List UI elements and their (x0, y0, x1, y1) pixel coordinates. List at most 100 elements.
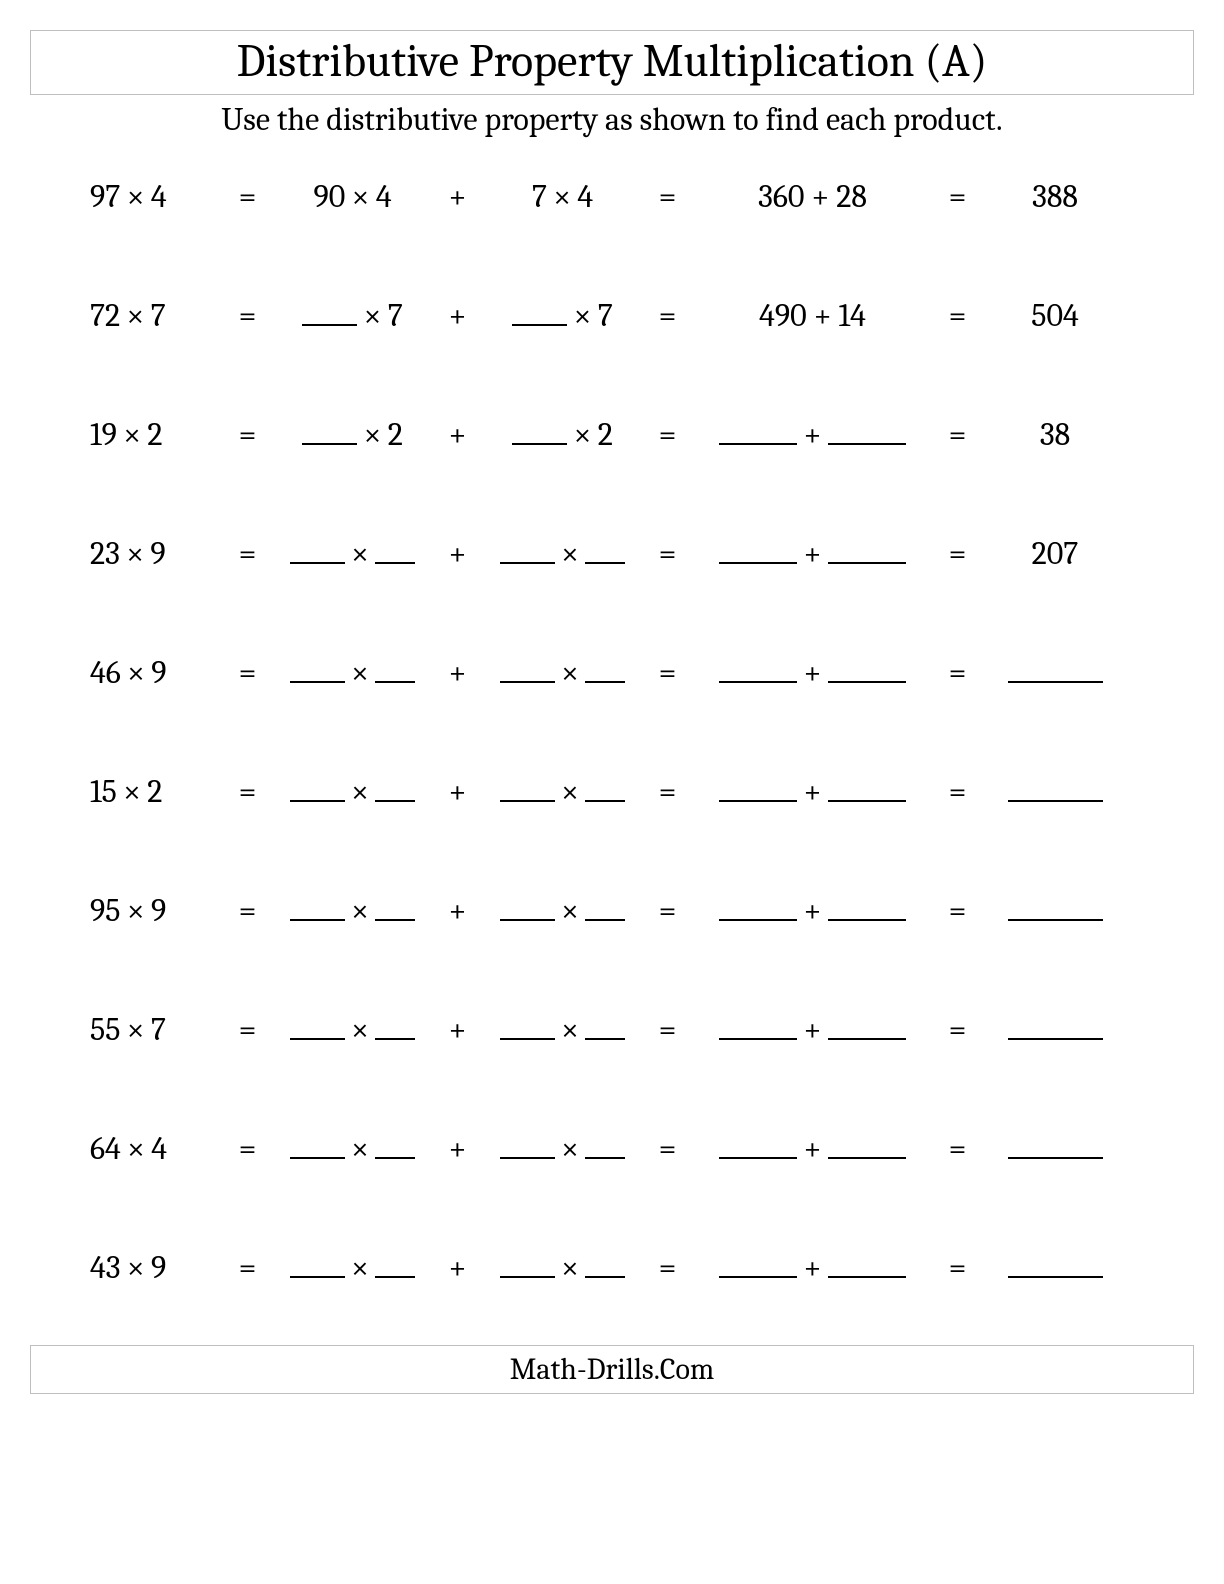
fill-blank[interactable] (828, 775, 906, 802)
fill-blank[interactable] (375, 1251, 415, 1278)
fill-blank[interactable] (585, 1013, 625, 1040)
tens-term: × (275, 773, 430, 810)
instruction-text: Use the distributive property as shown t… (20, 101, 1204, 138)
fill-blank[interactable] (290, 775, 345, 802)
answer: 504 (985, 297, 1125, 334)
fill-blank[interactable] (719, 656, 797, 683)
fill-blank[interactable] (828, 418, 906, 445)
equals: = (930, 1011, 985, 1048)
fill-blank[interactable] (375, 1013, 415, 1040)
fill-blank[interactable] (828, 537, 906, 564)
problem-row: 64 × 4= × + × = + = (90, 1130, 1154, 1167)
lhs: 64 × 4 (90, 1130, 220, 1167)
value: 7 (598, 297, 613, 334)
fill-blank[interactable] (290, 1132, 345, 1159)
tens-term: × 2 (275, 416, 430, 453)
partial-sum: + (695, 535, 930, 572)
fill-blank[interactable] (302, 418, 357, 445)
tens-term: × (275, 1249, 430, 1286)
fill-blank[interactable] (1008, 1132, 1103, 1159)
fill-blank[interactable] (719, 537, 797, 564)
equals: = (640, 1011, 695, 1048)
problem-row: 72 × 7= × 7+ × 7=490 + 14=504 (90, 297, 1154, 334)
fill-blank[interactable] (585, 1251, 625, 1278)
fill-blank[interactable] (719, 894, 797, 921)
equals: = (640, 773, 695, 810)
answer (985, 654, 1125, 691)
fill-blank[interactable] (828, 656, 906, 683)
value: 360 (758, 178, 804, 215)
fill-blank[interactable] (585, 894, 625, 921)
equals: = (930, 297, 985, 334)
lhs: 72 × 7 (90, 297, 220, 334)
value: 28 (836, 178, 867, 215)
fill-blank[interactable] (512, 418, 567, 445)
ones-term: × (485, 535, 640, 572)
fill-blank[interactable] (290, 1013, 345, 1040)
fill-blank[interactable] (585, 537, 625, 564)
fill-blank[interactable] (500, 656, 555, 683)
equals: = (930, 178, 985, 215)
problem-row: 46 × 9= × + × = + = (90, 654, 1154, 691)
fill-blank[interactable] (719, 418, 797, 445)
answer: 207 (985, 535, 1125, 572)
fill-blank[interactable] (375, 1132, 415, 1159)
fill-blank[interactable] (585, 775, 625, 802)
equals: = (640, 416, 695, 453)
value: 504 (1031, 297, 1079, 334)
value: 2 (598, 416, 613, 453)
fill-blank[interactable] (719, 1132, 797, 1159)
fill-blank[interactable] (1008, 656, 1103, 683)
fill-blank[interactable] (302, 299, 357, 326)
fill-blank[interactable] (375, 775, 415, 802)
ones-term: × 2 (485, 416, 640, 453)
fill-blank[interactable] (719, 1013, 797, 1040)
fill-blank[interactable] (375, 656, 415, 683)
fill-blank[interactable] (1008, 1251, 1103, 1278)
fill-blank[interactable] (500, 537, 555, 564)
fill-blank[interactable] (500, 1132, 555, 1159)
fill-blank[interactable] (500, 1251, 555, 1278)
fill-blank[interactable] (828, 1251, 906, 1278)
fill-blank[interactable] (512, 299, 567, 326)
fill-blank[interactable] (1008, 1013, 1103, 1040)
fill-blank[interactable] (290, 1251, 345, 1278)
worksheet-page: Distributive Property Multiplication (A)… (0, 0, 1224, 1584)
plus: + (430, 1130, 485, 1167)
fill-blank[interactable] (290, 656, 345, 683)
answer: 38 (985, 416, 1125, 453)
fill-blank[interactable] (1008, 775, 1103, 802)
fill-blank[interactable] (290, 537, 345, 564)
fill-blank[interactable] (500, 894, 555, 921)
fill-blank[interactable] (585, 1132, 625, 1159)
value: 14 (839, 297, 866, 334)
partial-sum: 490 + 14 (695, 297, 930, 334)
equals: = (220, 1249, 275, 1286)
fill-blank[interactable] (828, 894, 906, 921)
fill-blank[interactable] (828, 1013, 906, 1040)
fill-blank[interactable] (585, 656, 625, 683)
equals: = (640, 1249, 695, 1286)
fill-blank[interactable] (828, 1132, 906, 1159)
fill-blank[interactable] (719, 775, 797, 802)
value: 38 (1040, 416, 1070, 453)
fill-blank[interactable] (719, 1251, 797, 1278)
lhs: 55 × 7 (90, 1011, 220, 1048)
equals: = (640, 1130, 695, 1167)
fill-blank[interactable] (500, 1013, 555, 1040)
fill-blank[interactable] (1008, 894, 1103, 921)
ones-term: × (485, 892, 640, 929)
equals: = (220, 773, 275, 810)
equals: = (220, 1130, 275, 1167)
fill-blank[interactable] (290, 894, 345, 921)
equals: = (930, 654, 985, 691)
problem-row: 15 × 2= × + × = + = (90, 773, 1154, 810)
tens-term: 90 × 4 (275, 178, 430, 215)
fill-blank[interactable] (375, 894, 415, 921)
answer (985, 1130, 1125, 1167)
fill-blank[interactable] (500, 775, 555, 802)
partial-sum: + (695, 1249, 930, 1286)
fill-blank[interactable] (375, 537, 415, 564)
problems-list: 97 × 4=90 × 4+7 × 4=360 + 28=38872 × 7= … (20, 178, 1204, 1286)
equals: = (640, 535, 695, 572)
